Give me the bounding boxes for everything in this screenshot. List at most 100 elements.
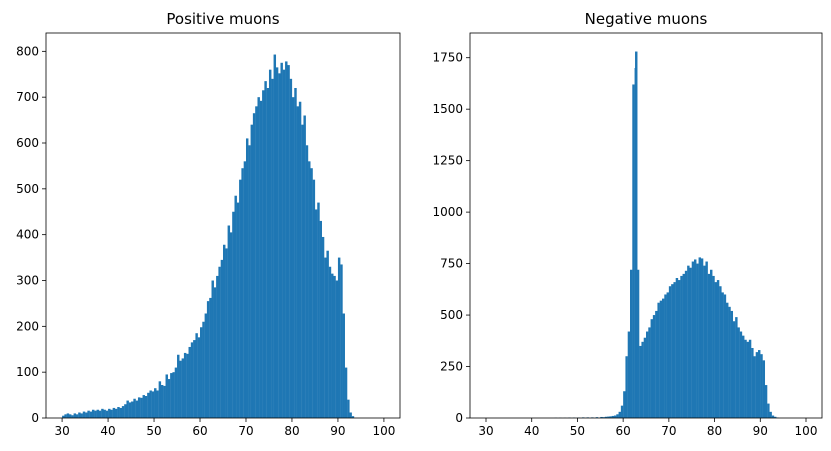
- histogram-bar: [324, 257, 327, 418]
- histogram-bar: [627, 331, 631, 418]
- histogram-bar: [342, 313, 345, 418]
- histogram-bar: [595, 417, 599, 418]
- histogram-bar: [728, 306, 731, 418]
- histogram-bar: [703, 265, 706, 418]
- histogram-bar: [66, 413, 70, 418]
- histogram-bar: [635, 51, 638, 418]
- histogram-bar: [128, 402, 132, 418]
- histogram-bar: [774, 416, 777, 418]
- histogram-bar: [186, 353, 189, 418]
- y-tick-label: 1000: [432, 205, 463, 219]
- histogram-bar: [616, 414, 619, 418]
- histogram-bar: [248, 145, 251, 418]
- y-tick-label: 500: [440, 308, 463, 322]
- histogram-bar: [280, 62, 283, 418]
- histogram-bar: [282, 69, 286, 418]
- bars: [554, 51, 779, 418]
- histogram-bar: [142, 395, 145, 418]
- histogram-bar: [193, 340, 196, 418]
- histogram-bar: [223, 244, 226, 418]
- chart-title: Positive muons: [166, 10, 279, 28]
- histogram-bar: [723, 294, 727, 418]
- histogram-bar: [140, 397, 143, 418]
- histogram-bar: [319, 220, 322, 418]
- histogram-bar: [643, 337, 647, 418]
- histogram-bar: [119, 407, 123, 418]
- x-tick-label: 30: [54, 424, 69, 438]
- histogram-bar: [94, 410, 97, 418]
- y-tick-label: 0: [31, 411, 39, 425]
- histogram-bar: [707, 273, 711, 418]
- histogram-bar: [739, 331, 743, 418]
- histogram-bar: [604, 416, 608, 418]
- histogram-bar: [769, 411, 772, 418]
- x-tick-label: 100: [372, 424, 395, 438]
- histogram-bar: [767, 403, 770, 418]
- histogram-bar: [234, 195, 237, 418]
- histogram-bar: [257, 97, 260, 418]
- histogram-bar: [623, 391, 626, 418]
- histogram-bar: [91, 409, 95, 418]
- histogram-bar: [218, 266, 221, 418]
- histogram-bar: [611, 415, 615, 418]
- histogram-bar: [114, 408, 118, 418]
- histogram-bar: [101, 408, 104, 418]
- histogram-bar: [602, 417, 606, 418]
- y-tick-label: 1250: [432, 154, 463, 168]
- histogram-bar: [158, 381, 162, 418]
- histogram-bar: [308, 161, 311, 418]
- histogram-bar: [183, 352, 187, 418]
- histogram-bar: [216, 275, 219, 418]
- histogram-bar: [742, 335, 745, 418]
- histogram-bar: [301, 124, 304, 418]
- x-tick-label: 70: [238, 424, 253, 438]
- histogram-bar: [89, 411, 93, 418]
- histogram-bar: [174, 367, 178, 418]
- histogram-bar: [662, 298, 665, 418]
- x-tick-label: 40: [524, 424, 539, 438]
- histogram-bar: [721, 292, 724, 418]
- histogram-bar: [243, 161, 247, 418]
- histogram-bar: [259, 100, 263, 418]
- histogram-bar: [317, 202, 320, 418]
- x-tick-label: 80: [284, 424, 299, 438]
- histogram-bar: [121, 406, 125, 418]
- histogram-bar: [275, 67, 279, 418]
- histogram-bar: [268, 69, 272, 418]
- histogram-bar: [195, 333, 198, 418]
- histogram-bar: [239, 179, 242, 418]
- histogram-bar: [349, 412, 352, 418]
- histogram-bar: [657, 302, 660, 418]
- histogram-bar: [87, 410, 90, 418]
- histogram-bar: [347, 399, 350, 418]
- histogram-bar: [170, 373, 173, 418]
- histogram-bar: [751, 348, 754, 418]
- histogram-bar: [64, 414, 67, 418]
- histogram-bar: [726, 302, 729, 418]
- histogram-bar: [609, 416, 612, 418]
- histogram-bar: [172, 372, 175, 418]
- histogram-bar: [190, 342, 194, 418]
- histogram-bar: [753, 356, 756, 418]
- x-tick-label: 40: [100, 424, 115, 438]
- histogram-bar: [133, 398, 136, 418]
- plot-frame: [45, 32, 401, 419]
- histogram-bar: [62, 415, 65, 418]
- histogram-bar: [351, 416, 355, 418]
- histogram-bar: [82, 411, 86, 418]
- histogram-bar: [746, 341, 750, 418]
- histogram-bar: [675, 278, 679, 418]
- histogram-bar: [630, 269, 633, 418]
- histogram-bar: [687, 265, 690, 418]
- histogram-bar: [668, 286, 672, 418]
- histogram-bar: [75, 414, 79, 418]
- histogram-bar: [310, 168, 313, 418]
- histogram-bar: [744, 339, 747, 418]
- histogram-bar: [646, 331, 649, 418]
- histogram-bar: [732, 321, 736, 418]
- histogram-bar: [98, 410, 102, 418]
- histogram-bar: [650, 319, 654, 418]
- histogram-bar: [719, 286, 722, 418]
- histogram-bar: [156, 390, 159, 418]
- histogram-bar: [105, 410, 109, 418]
